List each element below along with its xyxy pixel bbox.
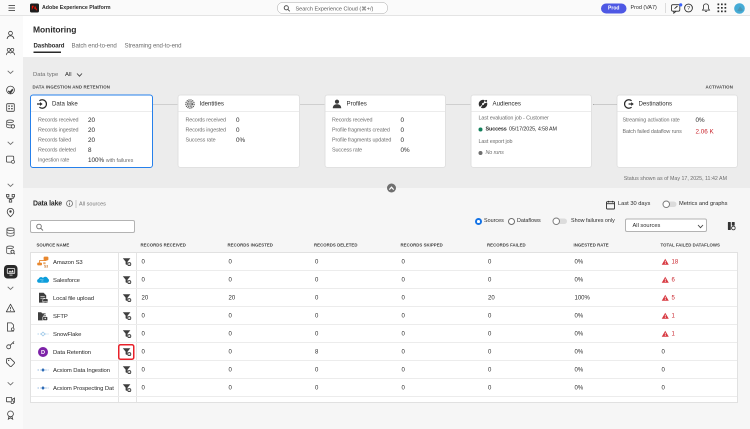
svg-text:S3: S3 — [44, 265, 48, 268]
svg-text:D: D — [41, 350, 45, 356]
svg-text:?: ? — [687, 6, 690, 12]
